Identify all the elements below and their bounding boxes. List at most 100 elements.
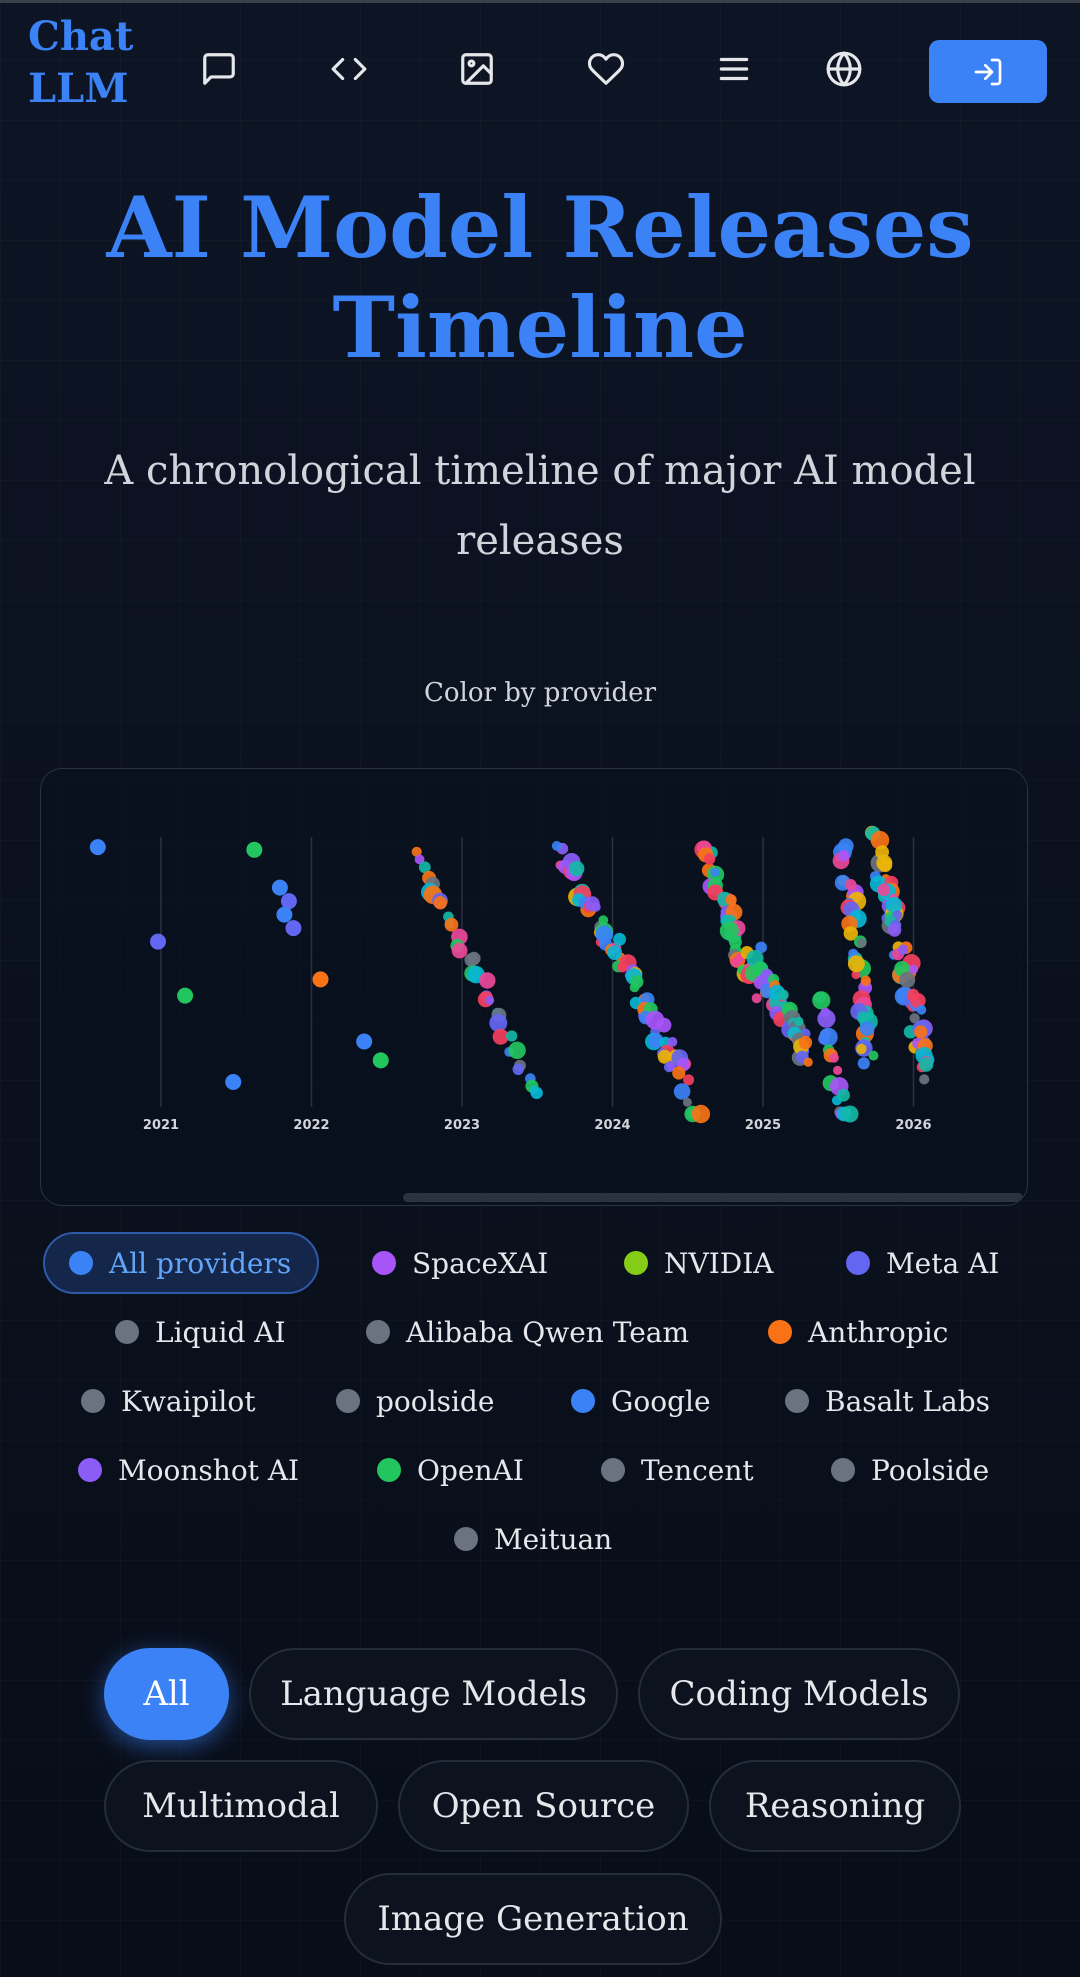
menu-icon[interactable] <box>712 47 756 91</box>
release-point[interactable] <box>755 941 767 954</box>
release-point[interactable] <box>919 1074 930 1085</box>
release-point[interactable] <box>411 846 422 857</box>
release-point[interactable] <box>859 1021 875 1036</box>
release-point[interactable] <box>868 1050 879 1061</box>
release-point[interactable] <box>856 938 867 948</box>
logo[interactable]: Chat LLM <box>28 13 134 112</box>
category-open-source[interactable]: Open Source <box>398 1760 689 1852</box>
globe-icon[interactable] <box>822 47 866 91</box>
legend-item-all-providers[interactable]: All providers <box>43 1232 320 1294</box>
release-point[interactable] <box>508 1041 526 1059</box>
release-point[interactable] <box>877 883 891 897</box>
category-multimodal[interactable]: Multimodal <box>104 1760 378 1852</box>
release-point[interactable] <box>356 1033 373 1050</box>
release-point[interactable] <box>899 971 916 988</box>
release-point[interactable] <box>595 925 614 943</box>
release-point[interactable] <box>870 830 890 850</box>
release-point[interactable] <box>847 955 865 973</box>
release-point[interactable] <box>751 993 762 1004</box>
release-point[interactable] <box>916 1004 927 1015</box>
release-point[interactable] <box>838 838 854 854</box>
login-button[interactable] <box>929 40 1047 103</box>
legend-item-openai[interactable]: OpenAI <box>377 1439 524 1501</box>
release-point[interactable] <box>414 854 425 865</box>
release-point[interactable] <box>530 1086 543 1100</box>
legend-item-nvidia[interactable]: NVIDIA <box>624 1232 774 1294</box>
release-point[interactable] <box>271 879 288 896</box>
release-point[interactable] <box>683 1074 695 1086</box>
chat-icon[interactable] <box>197 47 241 91</box>
legend-item-google[interactable]: Google <box>571 1370 711 1432</box>
release-point[interactable] <box>489 1013 508 1032</box>
release-point[interactable] <box>492 1028 509 1045</box>
release-point[interactable] <box>89 839 106 856</box>
release-point[interactable] <box>682 1097 692 1107</box>
release-point[interactable] <box>817 1009 836 1028</box>
legend-item-tencent[interactable]: Tencent <box>601 1439 754 1501</box>
timeline-chart[interactable]: 2021 2022 2023 2024 2025 2026 <box>40 768 1028 1206</box>
timeline-chart-svg[interactable]: 2021 2022 2023 2024 2025 2026 <box>41 769 1027 1205</box>
code-icon[interactable] <box>327 47 371 91</box>
legend-item-basalt-labs[interactable]: Basalt Labs <box>785 1370 990 1432</box>
release-point[interactable] <box>246 841 263 858</box>
release-point[interactable] <box>856 1043 867 1055</box>
release-point[interactable] <box>569 860 585 877</box>
legend-item-meta-ai[interactable]: Meta AI <box>846 1232 999 1294</box>
release-point[interactable] <box>856 1011 870 1024</box>
release-point[interactable] <box>657 1049 672 1064</box>
release-point[interactable] <box>914 1025 928 1039</box>
legend-item-poolside-lower[interactable]: poolside <box>336 1370 494 1432</box>
release-point[interactable] <box>479 972 496 989</box>
release-point[interactable] <box>607 945 622 960</box>
release-point[interactable] <box>433 896 448 910</box>
release-point[interactable] <box>280 893 297 910</box>
legend-item-liquid-ai[interactable]: Liquid AI <box>115 1301 286 1363</box>
release-point[interactable] <box>833 1065 843 1075</box>
release-point[interactable] <box>819 1027 838 1047</box>
release-point[interactable] <box>673 1083 691 1100</box>
release-point[interactable] <box>630 975 644 989</box>
release-point[interactable] <box>418 861 431 874</box>
release-point[interactable] <box>691 1104 711 1124</box>
release-point[interactable] <box>845 879 857 891</box>
release-point[interactable] <box>656 1017 672 1033</box>
category-reasoning[interactable]: Reasoning <box>709 1760 961 1852</box>
release-point[interactable] <box>312 971 329 988</box>
image-icon[interactable] <box>455 47 499 91</box>
release-point[interactable] <box>451 942 468 959</box>
release-point[interactable] <box>444 917 459 932</box>
release-point[interactable] <box>719 921 739 941</box>
release-point[interactable] <box>285 920 302 937</box>
release-point[interactable] <box>506 1030 518 1042</box>
release-point[interactable] <box>887 923 902 937</box>
release-point[interactable] <box>613 932 626 946</box>
release-point[interactable] <box>885 896 903 914</box>
release-point[interactable] <box>777 989 789 1001</box>
category-image-generation[interactable]: Image Generation <box>344 1873 722 1965</box>
release-point[interactable] <box>878 858 893 873</box>
release-point[interactable] <box>512 1063 524 1075</box>
category-coding-models[interactable]: Coding Models <box>638 1648 960 1740</box>
release-point[interactable] <box>617 962 628 973</box>
legend-item-meituan[interactable]: Meituan <box>454 1508 612 1570</box>
release-point[interactable] <box>803 1057 813 1067</box>
release-point[interactable] <box>909 1013 920 1024</box>
legend-item-anthropic[interactable]: Anthropic <box>768 1301 948 1363</box>
release-point[interactable] <box>149 933 166 950</box>
legend-item-poolside[interactable]: Poolside <box>831 1439 989 1501</box>
release-point[interactable] <box>485 995 495 1005</box>
release-point[interactable] <box>672 1066 686 1080</box>
release-point[interactable] <box>906 988 920 1002</box>
release-point[interactable] <box>860 975 871 986</box>
release-point[interactable] <box>794 1016 804 1027</box>
release-point[interactable] <box>851 970 861 980</box>
release-point[interactable] <box>372 1052 389 1069</box>
legend-item-kwaipilot[interactable]: Kwaipilot <box>81 1370 255 1432</box>
release-point[interactable] <box>837 1088 850 1102</box>
legend-item-spacexai[interactable]: SpaceXAI <box>372 1232 548 1294</box>
release-point[interactable] <box>710 867 720 877</box>
release-point[interactable] <box>875 845 889 859</box>
release-point[interactable] <box>667 1037 678 1047</box>
category-language-models[interactable]: Language Models <box>249 1648 618 1740</box>
release-point[interactable] <box>909 964 919 974</box>
